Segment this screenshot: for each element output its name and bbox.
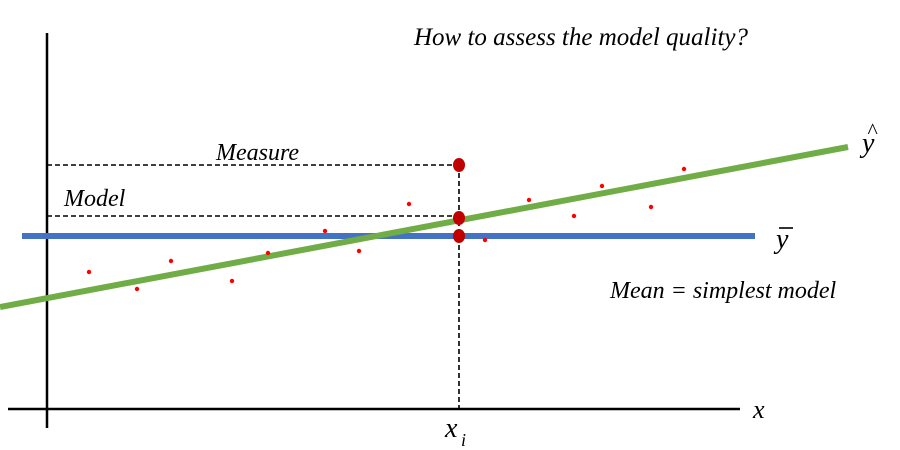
data-point: [482, 237, 488, 243]
data-point: [406, 201, 412, 207]
regression-line: [0, 144, 849, 310]
data-point: [86, 269, 92, 275]
diagram-title: How to assess the model quality?: [413, 24, 749, 51]
measure-label: Measure: [215, 140, 299, 166]
data-point: [356, 248, 362, 254]
xi-label-base: x: [444, 413, 458, 444]
data-points: [86, 166, 687, 292]
data-point: [265, 250, 271, 256]
model-label: Model: [63, 186, 126, 212]
model-point: [453, 211, 465, 225]
y-bar-label: y: [773, 224, 793, 255]
data-point: [681, 166, 687, 172]
data-point: [134, 286, 140, 292]
x-axis-label: x: [752, 395, 765, 424]
data-point: [571, 213, 577, 219]
data-point: [322, 228, 328, 234]
xi-label-subscript: i: [461, 430, 466, 450]
xi-label: x i: [444, 413, 466, 450]
data-point: [599, 183, 605, 189]
mean-note: Mean = simplest model: [609, 278, 836, 304]
y-hat-label: ^ y: [859, 118, 878, 159]
measure-point: [453, 158, 465, 172]
y-hat-base: y: [859, 128, 875, 159]
y-hat-accent: ^: [867, 118, 878, 143]
y-bar-base: y: [773, 224, 789, 255]
data-point: [648, 204, 654, 210]
mean-point: [453, 229, 465, 243]
data-point: [526, 197, 532, 203]
data-point: [229, 278, 235, 284]
data-point: [168, 258, 174, 264]
